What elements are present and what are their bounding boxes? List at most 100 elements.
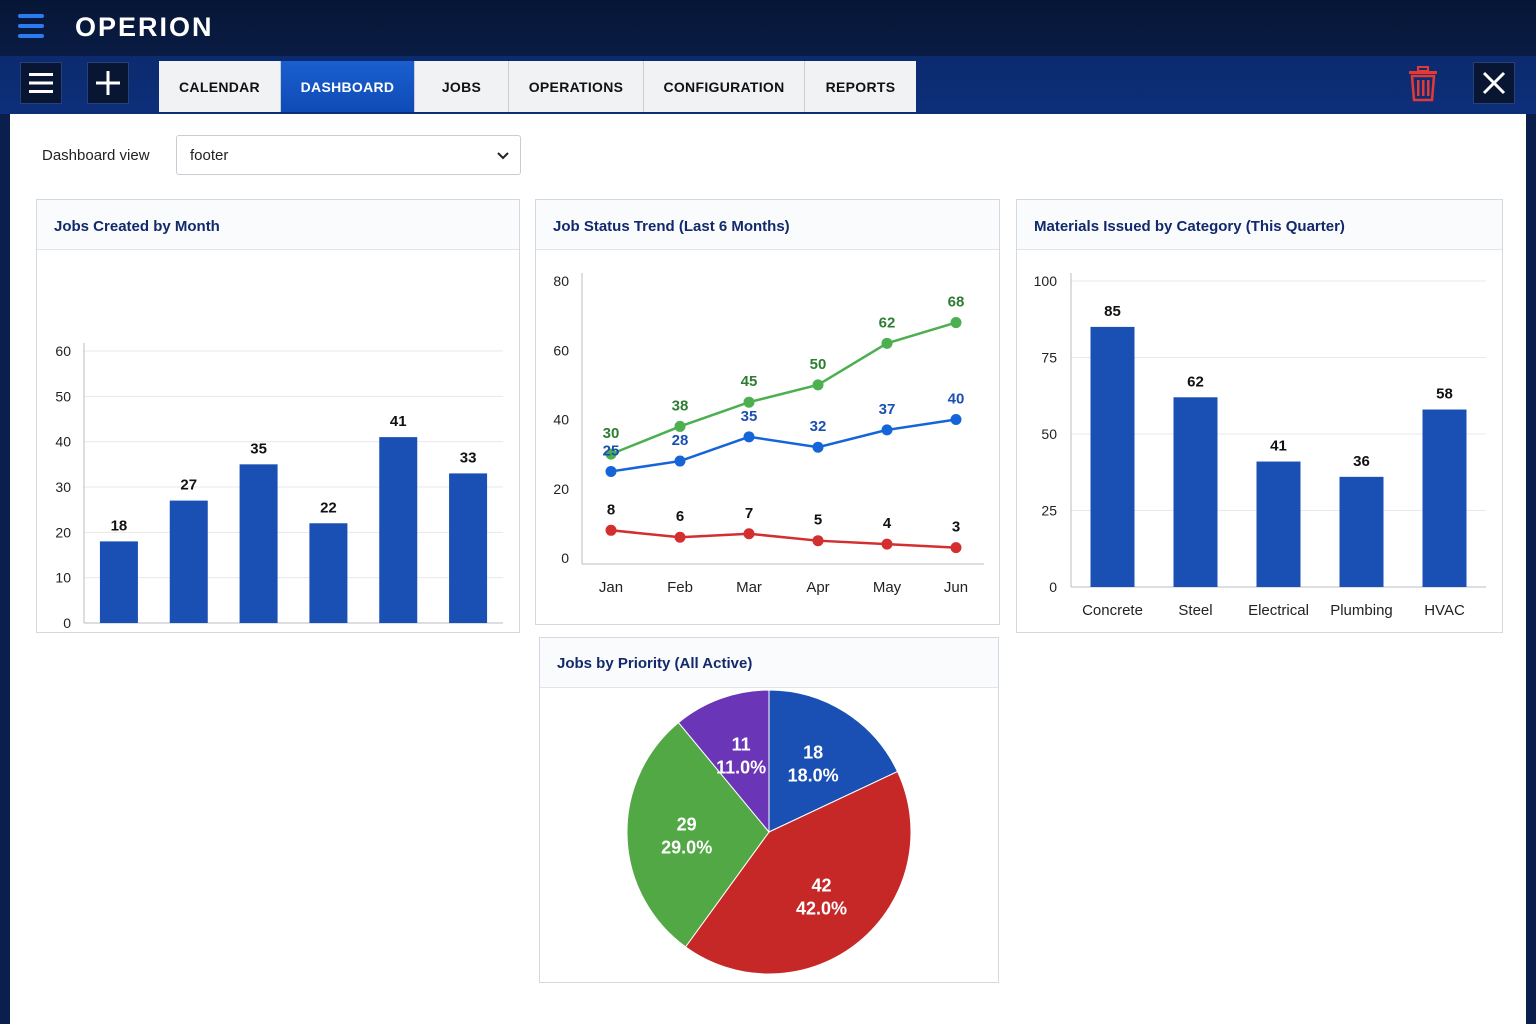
bar-electrical <box>1256 461 1301 587</box>
pie-slice-0 <box>768 689 899 833</box>
plus-icon <box>96 71 120 95</box>
jobs-by-month-chart: 010203040506018Jan27Feb35Mar22Apr41May33… <box>55 343 503 631</box>
tab-operations[interactable]: OPERATIONS <box>509 61 644 112</box>
trash-icon <box>1409 66 1437 102</box>
hamburger-icon <box>29 73 53 93</box>
y-tick-label: 25 <box>1041 503 1057 519</box>
x-tick-label: Plumbing <box>1330 602 1393 619</box>
pie-slice-2 <box>626 721 770 948</box>
close-icon <box>1482 71 1506 95</box>
card-title: Jobs Created by Month <box>54 218 220 235</box>
y-tick-label: 60 <box>553 342 569 358</box>
bar-steel <box>1173 397 1218 587</box>
data-label: 32 <box>810 418 827 435</box>
x-tick-label: Jun <box>944 579 968 596</box>
menu-button[interactable] <box>20 62 62 104</box>
y-tick-label: 50 <box>55 388 71 404</box>
data-label: 85 <box>1104 303 1121 320</box>
data-label: 40 <box>948 391 965 408</box>
tab-calendar[interactable]: CALENDAR <box>159 61 281 112</box>
y-tick-label: 10 <box>55 570 71 586</box>
data-label: 62 <box>879 314 896 331</box>
data-label: 38 <box>672 397 689 414</box>
slice-value-label: 18 <box>803 742 823 762</box>
y-tick-label: 60 <box>55 343 71 359</box>
data-point <box>743 528 755 540</box>
bar-plumbing <box>1339 476 1384 587</box>
data-point <box>812 379 824 391</box>
y-tick-label: 40 <box>553 412 569 428</box>
y-tick-label: 0 <box>1049 579 1057 595</box>
close-button[interactable] <box>1473 62 1515 104</box>
dashboard-view-value: footer <box>190 147 229 164</box>
y-tick-label: 50 <box>1041 426 1057 442</box>
x-tick-label: Apr <box>806 579 829 596</box>
y-tick-label: 75 <box>1041 350 1057 366</box>
series-line-1 <box>610 418 957 473</box>
data-label: 27 <box>180 477 197 494</box>
bar-mar <box>239 464 278 623</box>
data-label: 3 <box>952 519 960 536</box>
dashboard-panel: Dashboard view footer Jobs Created by Mo… <box>10 114 1526 1024</box>
x-tick-label: HVAC <box>1424 602 1465 619</box>
pie-slice-3 <box>677 689 770 834</box>
card-title: Materials Issued by Category (This Quart… <box>1034 218 1345 235</box>
card-header: Jobs Created by Month <box>37 200 519 250</box>
card-title: Jobs by Priority (All Active) <box>557 655 753 672</box>
data-point <box>950 414 962 425</box>
add-button[interactable] <box>87 62 129 104</box>
data-label: 35 <box>741 408 758 425</box>
app-menu-icon[interactable] <box>18 14 44 38</box>
card-title: Job Status Trend (Last 6 Months) <box>553 218 790 235</box>
data-label: 50 <box>810 356 827 373</box>
slice-percent-label: 18.0% <box>788 765 839 785</box>
x-tick-label: Steel <box>1178 602 1212 619</box>
data-point <box>674 531 686 543</box>
data-point <box>605 465 617 477</box>
dashboard-view-label: Dashboard view <box>42 147 150 164</box>
data-label: 8 <box>607 501 615 518</box>
tab-jobs[interactable]: JOBS <box>415 61 509 112</box>
bar-hvac <box>1422 409 1467 587</box>
job-status-trend-card: Job Status Trend (Last 6 Months) 0 20 40 60… <box>535 199 1000 625</box>
x-tick-label: Electrical <box>1248 602 1309 619</box>
x-tick-label: Feb <box>667 579 693 596</box>
app-title: OPERION <box>75 12 214 42</box>
bar-apr <box>309 523 348 623</box>
data-label: 5 <box>814 512 822 529</box>
data-label: 35 <box>250 440 267 457</box>
y-tick-label: 0 <box>561 550 569 566</box>
slice-percent-label: 42.0% <box>796 898 847 918</box>
delete-button[interactable] <box>1406 66 1440 102</box>
data-label: 28 <box>672 432 689 449</box>
top-bar: OPERION <box>0 0 1536 56</box>
dashboard-view-select[interactable]: footer <box>176 135 521 175</box>
slice-percent-label: 11.0% <box>716 758 766 778</box>
pie-slice-1 <box>684 770 912 975</box>
slice-value-label: 11 <box>732 735 751 755</box>
data-point <box>950 317 962 329</box>
card-header: Materials Issued by Category (This Quart… <box>1017 200 1502 250</box>
data-label: 37 <box>879 401 896 418</box>
materials-issued-chart: 0 25 50 75 100 85 Concrete 62 Steel 41 Electrical 3… <box>1034 273 1486 619</box>
tab-dashboard[interactable]: DASHBOARD <box>281 61 415 112</box>
data-point <box>605 524 617 536</box>
slice-value-label: 42 <box>811 875 831 895</box>
data-label: 30 <box>603 425 620 442</box>
tab-configuration[interactable]: CONFIGURATION <box>644 61 805 112</box>
x-tick-label: May <box>873 579 902 596</box>
data-point <box>881 424 893 436</box>
data-point <box>950 542 962 554</box>
tab-reports[interactable]: REPORTS <box>805 61 916 112</box>
bar-jan <box>99 541 138 623</box>
card-header: Job Status Trend (Last 6 Months) <box>536 200 999 250</box>
data-label: 25 <box>603 442 620 459</box>
toolbar: CALENDAR DASHBOARD JOBS OPERATIONS CONFI… <box>0 56 1536 114</box>
data-label: 58 <box>1436 386 1453 403</box>
series-line-0 <box>610 321 957 456</box>
y-tick-label: 0 <box>63 615 71 631</box>
data-label: 6 <box>676 508 684 525</box>
bar-may <box>379 437 418 623</box>
y-tick-label: 20 <box>553 481 569 497</box>
main-tabs: CALENDAR DASHBOARD JOBS OPERATIONS CONFI… <box>159 61 916 112</box>
